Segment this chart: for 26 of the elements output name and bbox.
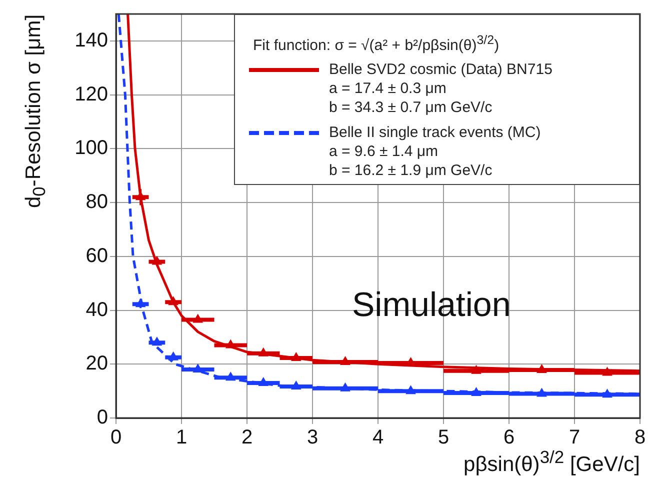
annotation: Fit function: σ = √(a² + b²/pβsin(θ)$^{3/2}$) [253, 33, 500, 54]
y-tick-label: 80 [86, 191, 108, 214]
x-tick-label: 8 [634, 426, 646, 449]
y-tick-label: 20 [86, 352, 108, 375]
annotation: b = 34.3 ± 0.7 μm GeV/c [329, 98, 494, 117]
annotation: a = 17.4 ± 0.3 μm [329, 79, 448, 98]
annotation: b = 16.2 ± 1.9 μm GeV/c [329, 161, 494, 180]
x-tick-label: 4 [372, 426, 384, 449]
legend-label: Belle II single track events (MC) [329, 123, 541, 142]
x-tick-label: 5 [438, 426, 450, 449]
x-tick-label: 0 [110, 426, 122, 449]
y-tick-label: 60 [86, 244, 108, 267]
annotation: a = 9.6 ± 1.4 μm [329, 142, 440, 161]
x-tick-label: 3 [306, 426, 318, 449]
x-tick-label: 1 [176, 426, 188, 449]
x-tick-label: 2 [241, 426, 253, 449]
x-tick-label: 6 [503, 426, 515, 449]
y-tick-label: 0 [96, 406, 108, 429]
x-axis-title: pβsin(θ)$^{3/2}$ [GeV/c] [464, 447, 640, 477]
legend-label: Belle SVD2 cosmic (Data) BN715 [329, 60, 552, 79]
y-tick-label: 120 [74, 83, 108, 106]
y-tick-label: 140 [74, 29, 108, 52]
y-tick-label: 100 [74, 137, 108, 160]
y-tick-label: 40 [86, 298, 108, 321]
x-tick-label: 7 [568, 426, 580, 449]
annotation: Simulation [352, 286, 511, 325]
